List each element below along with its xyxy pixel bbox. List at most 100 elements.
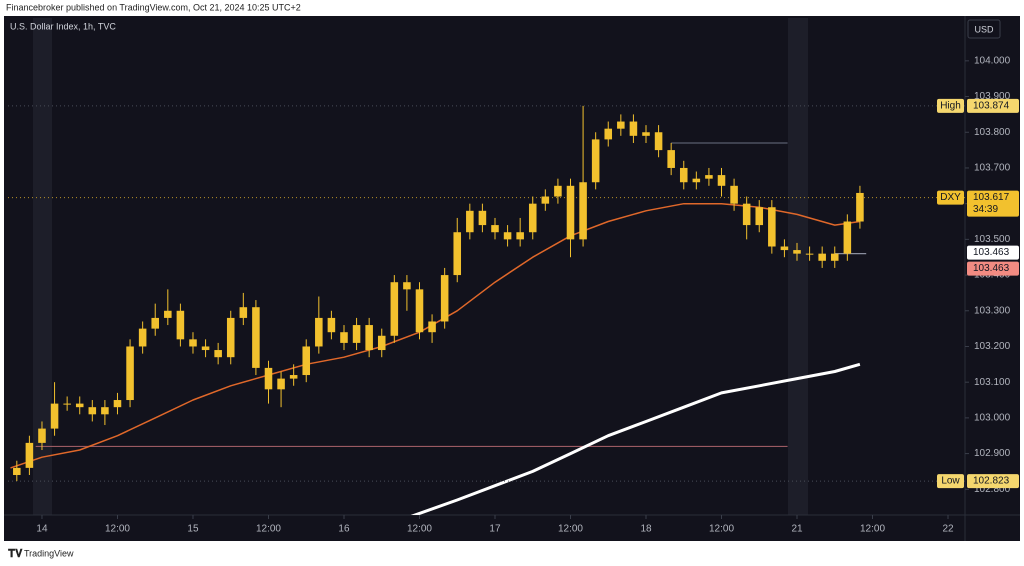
candle-body — [352, 325, 361, 343]
y-tick-label: 103.700 — [974, 163, 1011, 174]
candle-body — [730, 185, 738, 204]
candle-body — [503, 232, 512, 240]
label-badge-text: DXY — [940, 192, 961, 203]
y-tick-label: 103.800 — [974, 127, 1011, 138]
publish-header: Financebroker published on TradingView.c… — [6, 2, 301, 12]
candle-body — [151, 317, 160, 329]
candle-body — [75, 403, 84, 408]
candle-body — [403, 282, 411, 290]
x-tick-label: 12:00 — [860, 524, 885, 535]
candle-body — [377, 335, 386, 351]
candle-body — [617, 121, 625, 129]
candle-body — [138, 328, 147, 347]
label-badge — [937, 474, 964, 489]
candle-body — [50, 403, 59, 429]
x-tick-label: 12:00 — [558, 524, 583, 535]
y-tick-label: 102.800 — [974, 484, 1011, 495]
x-tick-label: 12:00 — [709, 524, 734, 535]
candle-body — [843, 221, 852, 254]
candle-body — [805, 253, 814, 255]
candle-body — [315, 317, 323, 347]
candle-body — [327, 317, 336, 333]
candle-body — [201, 346, 210, 351]
x-tick-label: 21 — [791, 524, 803, 535]
label-badge — [937, 190, 964, 205]
x-tick-label: 12:00 — [105, 524, 130, 535]
price-badge — [967, 98, 1019, 113]
candle-body — [579, 182, 587, 240]
candle-body — [742, 203, 751, 226]
footer-brand: TradingView — [24, 548, 74, 558]
candle-body — [604, 128, 613, 140]
candle-body — [302, 346, 311, 376]
candle-body — [667, 150, 675, 168]
y-tick-label: 103.000 — [974, 413, 1011, 424]
candle-body — [566, 185, 575, 240]
candle-body — [189, 339, 197, 347]
candle-body — [390, 282, 399, 336]
label-badge-text: High — [940, 100, 961, 111]
label-badge-text: Low — [941, 476, 960, 487]
candle-body — [780, 246, 789, 251]
price-badge-value: 103.463 — [973, 263, 1010, 274]
y-tick-label: 103.900 — [974, 91, 1011, 102]
y-tick-label: 103.100 — [974, 377, 1011, 388]
price-countdown: 34:39 — [973, 204, 998, 215]
candle-body — [126, 346, 134, 401]
candle-body — [164, 310, 172, 318]
candle-body — [88, 407, 97, 415]
candle-body — [289, 375, 298, 379]
candle-body — [415, 289, 424, 333]
candle-body — [466, 210, 474, 233]
candle-body — [541, 196, 550, 204]
candle-body — [856, 192, 864, 222]
chart-title: U.S. Dollar Index, 1h, TVC — [10, 21, 116, 31]
candle-body — [528, 203, 537, 233]
plot-area — [8, 105, 965, 515]
candle-body — [629, 121, 638, 136]
candle-body — [340, 332, 348, 343]
x-tick-label: 17 — [489, 524, 501, 535]
label-badge — [937, 98, 964, 113]
price-badge-value: 102.823 — [973, 476, 1010, 487]
candle-body — [478, 210, 487, 226]
currency-label: USD — [974, 24, 994, 34]
candle-body — [101, 407, 109, 415]
y-tick-label: 104.000 — [974, 55, 1011, 66]
candle-body — [365, 325, 373, 351]
price-badge — [967, 245, 1019, 260]
price-badge — [967, 474, 1019, 489]
x-tick-label: 16 — [338, 524, 350, 535]
candle-body — [113, 400, 122, 408]
price-badge — [967, 190, 1019, 217]
x-tick-label: 22 — [942, 524, 954, 535]
candle-body — [516, 232, 524, 240]
candle-body — [440, 275, 449, 322]
candle-body — [793, 250, 801, 254]
x-tick-label: 14 — [36, 524, 48, 535]
candle-body — [768, 207, 776, 247]
candle-body — [176, 310, 185, 340]
candle-body — [679, 167, 688, 183]
x-tick-label: 12:00 — [407, 524, 432, 535]
candle-body — [591, 139, 600, 183]
candle-body — [214, 350, 222, 358]
candle-body — [830, 253, 839, 261]
candle-body — [428, 321, 436, 333]
x-tick-label: 12:00 — [256, 524, 281, 535]
moving-average — [410, 362, 861, 515]
x-tick-label: 15 — [187, 524, 199, 535]
candle-body — [252, 307, 260, 368]
y-tick-label: 103.200 — [974, 341, 1011, 352]
candle-body — [239, 307, 248, 318]
candle-body — [491, 225, 499, 233]
price-badge-value: 103.617 — [973, 192, 1010, 203]
footer-icon: 𝐓𝐕 — [8, 548, 23, 560]
candle-body — [264, 367, 273, 390]
candle-body — [554, 185, 562, 197]
candle-body — [818, 253, 826, 261]
price-badge-value: 103.874 — [973, 100, 1010, 111]
candle-body — [717, 175, 726, 186]
